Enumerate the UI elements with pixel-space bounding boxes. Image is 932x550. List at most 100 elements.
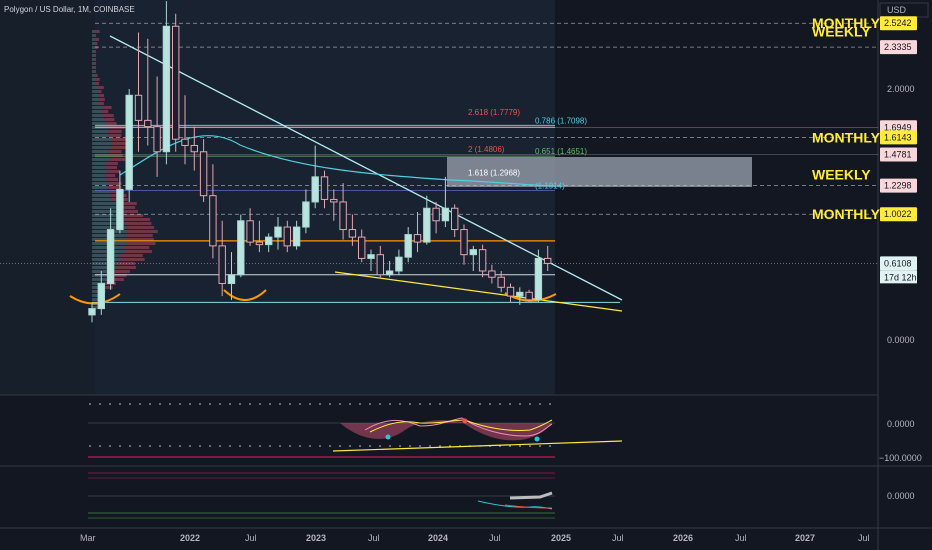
volume-bar-up bbox=[92, 174, 105, 177]
volume-bar-down bbox=[106, 166, 117, 169]
osc-dot bbox=[419, 403, 421, 405]
candle-body bbox=[349, 230, 355, 238]
candle-body bbox=[340, 202, 346, 230]
volume-bar-up bbox=[92, 254, 120, 257]
osc-dot bbox=[149, 403, 151, 405]
osc-dot bbox=[509, 403, 511, 405]
volume-bar-down bbox=[113, 270, 130, 273]
volume-bar-down bbox=[103, 106, 112, 109]
time-axis-label: Jul bbox=[245, 533, 257, 543]
candle-body bbox=[405, 235, 411, 258]
osc-dot bbox=[119, 445, 121, 447]
price-tick-label: 2.0000 bbox=[887, 84, 915, 94]
osc-dot bbox=[259, 445, 261, 447]
osc-dot bbox=[329, 403, 331, 405]
volume-bar-down bbox=[95, 42, 97, 45]
osc-dot bbox=[369, 445, 371, 447]
time-axis-label: Jul bbox=[612, 533, 624, 543]
osc-dot bbox=[269, 403, 271, 405]
volume-bar-up bbox=[92, 102, 99, 105]
volume-bar-down bbox=[127, 242, 156, 245]
osc-dot bbox=[309, 403, 311, 405]
volume-bar-up bbox=[92, 202, 117, 205]
volume-bar-up bbox=[92, 74, 95, 77]
osc-dot bbox=[109, 403, 111, 405]
osc-dot bbox=[269, 445, 271, 447]
volume-bar-up bbox=[92, 210, 117, 213]
volume-bar-up bbox=[92, 110, 101, 113]
volume-bar-down bbox=[108, 150, 121, 153]
candle-body bbox=[200, 152, 206, 196]
volume-bar-up bbox=[92, 66, 94, 69]
osc-dot bbox=[309, 445, 311, 447]
volume-bar-down bbox=[98, 86, 103, 89]
osc-dot bbox=[99, 445, 101, 447]
osc-dot bbox=[109, 445, 111, 447]
osc-dot bbox=[459, 403, 461, 405]
price-tag-text: 1.0022 bbox=[884, 209, 912, 219]
osc-dot bbox=[339, 445, 341, 447]
price-tag-text: 2.3335 bbox=[884, 42, 912, 52]
price-tag-text: 1.4781 bbox=[884, 149, 912, 159]
volume-bar-down bbox=[105, 174, 115, 177]
osc-dot bbox=[209, 445, 211, 447]
volume-bar-up bbox=[92, 178, 106, 181]
price-tag-text: 0.6108 bbox=[884, 258, 912, 268]
candle-body bbox=[145, 120, 151, 126]
volume-bar-up bbox=[92, 150, 108, 153]
osc-dot bbox=[179, 403, 181, 405]
volume-bar-up bbox=[92, 258, 121, 261]
volume-bar-up bbox=[92, 146, 111, 149]
volume-bar-up bbox=[92, 194, 111, 197]
candle-body bbox=[219, 246, 225, 284]
candle-body bbox=[89, 309, 95, 315]
osc-dot bbox=[499, 403, 501, 405]
volume-bar-down bbox=[94, 58, 96, 61]
volume-bar-up bbox=[92, 138, 111, 141]
candle-body bbox=[117, 189, 123, 229]
price-tick-label: 0.0000 bbox=[887, 335, 915, 345]
volume-bar-down bbox=[107, 170, 119, 173]
candle-body bbox=[275, 227, 281, 237]
candle-body bbox=[535, 258, 541, 299]
osc-dot bbox=[379, 403, 381, 405]
candle-body bbox=[377, 255, 383, 275]
osc-dot bbox=[159, 403, 161, 405]
osc-dot bbox=[479, 403, 481, 405]
time-axis-label: Jul bbox=[735, 533, 747, 543]
volume-bar-down bbox=[94, 62, 96, 65]
time-axis-label: Jul bbox=[368, 533, 380, 543]
osc-dot bbox=[129, 445, 131, 447]
volume-bar-up bbox=[92, 82, 96, 85]
candle-body bbox=[507, 287, 513, 296]
candle-body bbox=[210, 196, 216, 246]
candle-body bbox=[98, 284, 104, 309]
candle-body bbox=[461, 230, 467, 255]
osc-dot bbox=[539, 445, 541, 447]
volume-bar-down bbox=[94, 66, 96, 69]
volume-bar-down bbox=[116, 266, 136, 269]
osc-dot bbox=[319, 445, 321, 447]
volume-bar-up bbox=[92, 186, 108, 189]
volume-bar-up bbox=[92, 106, 103, 109]
osc-dot bbox=[159, 445, 161, 447]
candle-body bbox=[479, 250, 485, 271]
level-label: WEEKLY bbox=[812, 23, 871, 39]
price-axis[interactable]: USD bbox=[880, 3, 928, 17]
osc-dot bbox=[469, 403, 471, 405]
volume-bar-down bbox=[111, 138, 127, 141]
volume-bar-down bbox=[108, 130, 121, 133]
osc-dot bbox=[349, 445, 351, 447]
volume-bar-down bbox=[128, 230, 158, 233]
osc-dot bbox=[249, 445, 251, 447]
volume-bar-down bbox=[96, 82, 99, 85]
osc-dot bbox=[549, 445, 551, 447]
osc-dot bbox=[419, 445, 421, 447]
volume-bar-down bbox=[106, 122, 117, 125]
osc-marker bbox=[463, 419, 468, 424]
candle-body bbox=[173, 26, 179, 139]
candle-body bbox=[107, 230, 113, 284]
level-label: MONTHLY bbox=[812, 206, 881, 222]
